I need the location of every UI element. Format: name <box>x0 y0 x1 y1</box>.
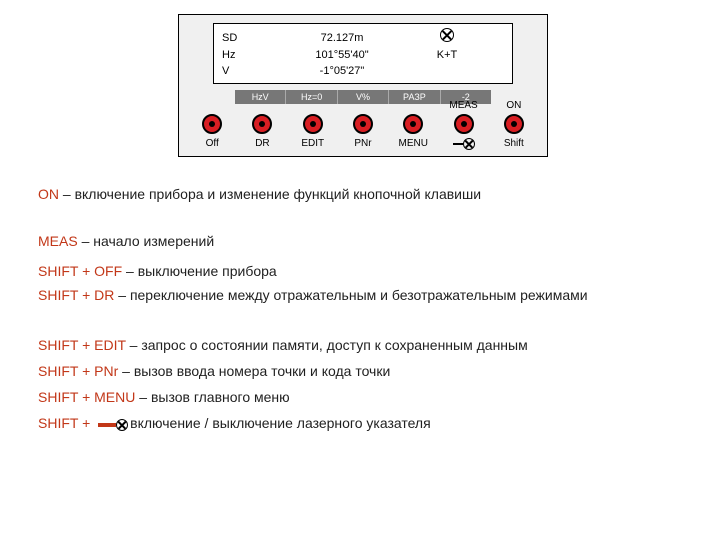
display-label: Hz <box>222 47 282 63</box>
button-label: DR <box>238 138 286 149</box>
legend-key: SHIFT + EDIT <box>38 337 130 353</box>
softkey: РАЗР <box>389 90 440 104</box>
softkey: HzV <box>235 90 286 104</box>
legend-line: MEAS – начало измерений <box>38 232 690 251</box>
button-slot: MENU <box>389 114 437 150</box>
button-label: MENU <box>389 138 437 149</box>
menu-button <box>403 114 423 134</box>
legend-line: SHIFT + DR – переключение между отражате… <box>38 286 690 305</box>
legend-line: ON – включение прибора и изменение функц… <box>38 185 690 204</box>
display-label: V <box>222 63 282 79</box>
display-extra: K+T <box>402 47 492 63</box>
legend-key: MEAS <box>38 233 82 249</box>
legend-desc: включение / выключение лазерного указате… <box>130 415 431 431</box>
legend-desc: – включение прибора и изменение функций … <box>63 186 481 202</box>
instrument-panel: SD 72.127m Hz 101°55'40" K+T V -1°05'27"… <box>178 14 548 157</box>
lcd-display: SD 72.127m Hz 101°55'40" K+T V -1°05'27" <box>213 23 513 84</box>
off-button <box>202 114 222 134</box>
button-label: Shift <box>490 138 538 149</box>
legend-desc: – вызов главного меню <box>139 389 289 405</box>
pnr-button <box>353 114 373 134</box>
button-slot: ON Shift <box>490 114 538 150</box>
button-slot: EDIT <box>289 114 337 150</box>
display-value: 72.127m <box>282 30 402 46</box>
legend-key: SHIFT + MENU <box>38 389 139 405</box>
legend-key: SHIFT + DR <box>38 287 118 303</box>
button-slot: Off <box>188 114 236 150</box>
legend-desc: – переключение между отражательным и без… <box>118 287 587 303</box>
on-button <box>504 114 524 134</box>
button-label: PNr <box>339 138 387 149</box>
legend-line: SHIFT + включение / выключение лазерного… <box>38 414 690 434</box>
display-row: Hz 101°55'40" K+T <box>222 47 504 63</box>
button-top-label: ON <box>490 100 538 111</box>
legend-line: SHIFT + EDIT – запрос о состоянии памяти… <box>38 336 690 355</box>
legend-key: SHIFT + PNr <box>38 363 122 379</box>
legend-key: ON <box>38 186 63 202</box>
legend-line: SHIFT + MENU – вызов главного меню <box>38 388 690 407</box>
target-symbol <box>402 28 492 47</box>
legend-line: SHIFT + OFF – выключение прибора <box>38 262 690 281</box>
button-slot: DR <box>238 114 286 150</box>
edit-button <box>303 114 323 134</box>
legend-key: SHIFT + OFF <box>38 263 126 279</box>
laser-icon <box>440 138 488 150</box>
legend-key: SHIFT + <box>38 415 94 431</box>
laser-pointer-icon <box>98 415 128 434</box>
display-value: 101°55'40" <box>282 47 402 63</box>
legend-desc: – начало измерений <box>82 233 215 249</box>
display-value: -1°05'27" <box>282 63 402 79</box>
display-row: SD 72.127m <box>222 28 504 47</box>
button-slot: PNr <box>339 114 387 150</box>
button-row: Off DR EDIT PNr MENU MEAS ON Shif <box>187 114 539 150</box>
legend-desc: – выключение прибора <box>126 263 277 279</box>
softkey: Hz=0 <box>286 90 337 104</box>
button-label: EDIT <box>289 138 337 149</box>
legend-desc: – запрос о состоянии памяти, доступ к со… <box>130 337 528 353</box>
button-slot: MEAS <box>440 114 488 150</box>
softkey: V% <box>338 90 389 104</box>
display-label: SD <box>222 30 282 46</box>
display-row: V -1°05'27" <box>222 63 504 79</box>
dr-button <box>252 114 272 134</box>
button-top-label: MEAS <box>440 100 488 111</box>
button-label: Off <box>188 138 236 149</box>
legend-line: SHIFT + PNr – вызов ввода номера точки и… <box>38 362 690 381</box>
legend-desc: – вызов ввода номера точки и кода точки <box>122 363 390 379</box>
meas-button <box>454 114 474 134</box>
